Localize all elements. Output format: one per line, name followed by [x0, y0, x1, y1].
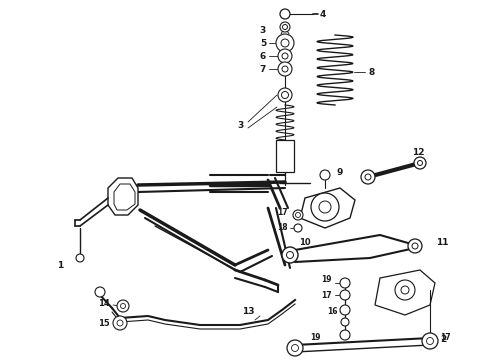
Circle shape [319, 201, 331, 213]
Circle shape [282, 247, 298, 263]
Text: 7: 7 [260, 64, 266, 73]
Circle shape [361, 170, 375, 184]
Circle shape [282, 53, 288, 59]
Text: 19: 19 [310, 333, 320, 342]
Circle shape [117, 300, 129, 312]
Text: 17: 17 [440, 333, 450, 342]
Text: 17: 17 [320, 291, 331, 300]
Text: 5: 5 [260, 39, 266, 48]
Circle shape [280, 9, 290, 19]
Text: 14: 14 [98, 300, 110, 309]
Circle shape [414, 157, 426, 169]
Circle shape [294, 224, 302, 232]
Bar [276, 140, 294, 172]
Text: 9: 9 [337, 167, 343, 176]
Circle shape [280, 22, 290, 32]
Polygon shape [300, 188, 355, 228]
Text: 3: 3 [260, 26, 266, 35]
Text: 19: 19 [321, 275, 331, 284]
Circle shape [276, 34, 294, 52]
Circle shape [340, 305, 350, 315]
Circle shape [401, 286, 409, 294]
Circle shape [278, 88, 292, 102]
Text: 2: 2 [440, 336, 446, 345]
Circle shape [395, 280, 415, 300]
Circle shape [287, 340, 303, 356]
Circle shape [412, 243, 418, 249]
Circle shape [408, 239, 422, 253]
Circle shape [95, 287, 105, 297]
Circle shape [422, 333, 438, 349]
Text: 15: 15 [98, 319, 110, 328]
Circle shape [341, 318, 349, 326]
Text: 16: 16 [327, 307, 337, 316]
Circle shape [293, 210, 303, 220]
Circle shape [278, 49, 292, 63]
Text: 13: 13 [242, 307, 254, 316]
Text: 12: 12 [412, 148, 424, 157]
Text: 1: 1 [57, 261, 63, 270]
Polygon shape [108, 178, 138, 215]
Circle shape [365, 174, 371, 180]
Text: 6: 6 [260, 51, 266, 60]
Text: 11: 11 [436, 238, 448, 247]
Circle shape [340, 278, 350, 288]
Text: 4: 4 [320, 9, 326, 18]
Circle shape [340, 330, 350, 340]
Circle shape [76, 254, 84, 262]
Circle shape [278, 62, 292, 76]
Circle shape [417, 161, 422, 166]
Text: 3: 3 [237, 121, 243, 130]
Circle shape [311, 193, 339, 221]
Text: 8: 8 [369, 68, 375, 77]
Circle shape [282, 66, 288, 72]
Text: 18: 18 [277, 222, 287, 231]
Circle shape [340, 290, 350, 300]
Circle shape [113, 316, 127, 330]
Circle shape [281, 39, 289, 47]
Circle shape [287, 252, 294, 258]
Text: 17: 17 [277, 207, 287, 216]
Circle shape [283, 24, 288, 30]
Circle shape [320, 170, 330, 180]
Text: 10: 10 [299, 238, 311, 247]
Polygon shape [375, 270, 435, 315]
